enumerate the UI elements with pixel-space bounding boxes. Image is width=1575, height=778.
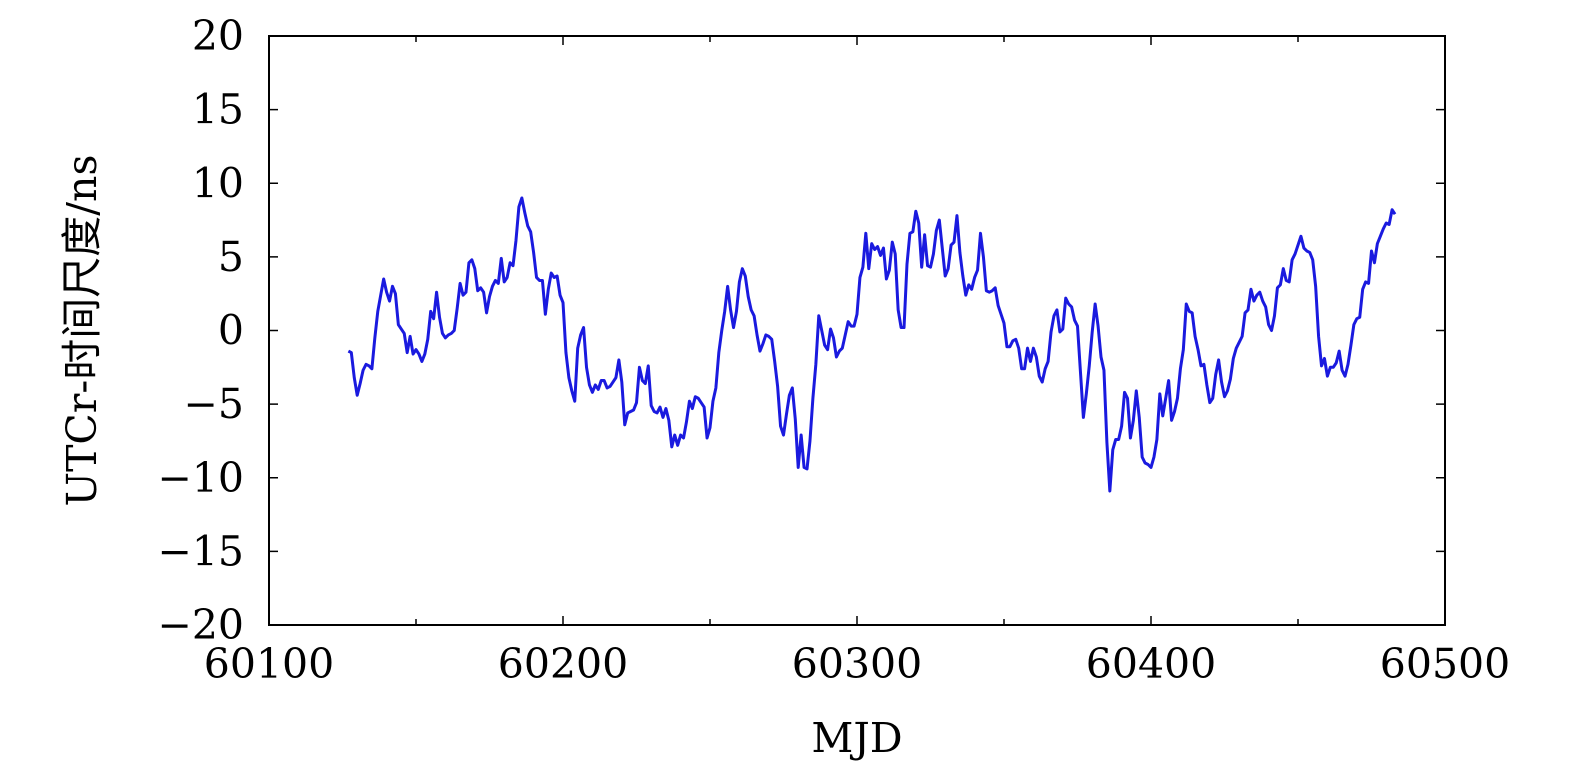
y-tick-label: 10 [192,159,244,207]
y-tick-label: −20 [157,601,244,649]
y-tick-label: 15 [192,86,244,134]
y-tick-label: 20 [192,12,244,60]
y-tick-label: 0 [218,307,244,355]
y-tick-label: −15 [157,527,244,575]
y-tick-label: 5 [218,233,244,281]
y-axis-title: UTCr-时间尺度/ns [58,155,106,507]
x-tick-label: 60400 [1086,640,1216,688]
x-tick-label: 60100 [204,640,334,688]
x-tick-label: 60300 [792,640,922,688]
x-axis-title: MJD [811,714,902,762]
x-tick-label: 60500 [1380,640,1510,688]
y-tick-label: −5 [184,380,244,428]
series-line [347,196,1397,493]
y-tick-label: −10 [157,454,244,502]
plot-frame [268,35,1446,626]
x-tick-label: 60200 [498,640,628,688]
